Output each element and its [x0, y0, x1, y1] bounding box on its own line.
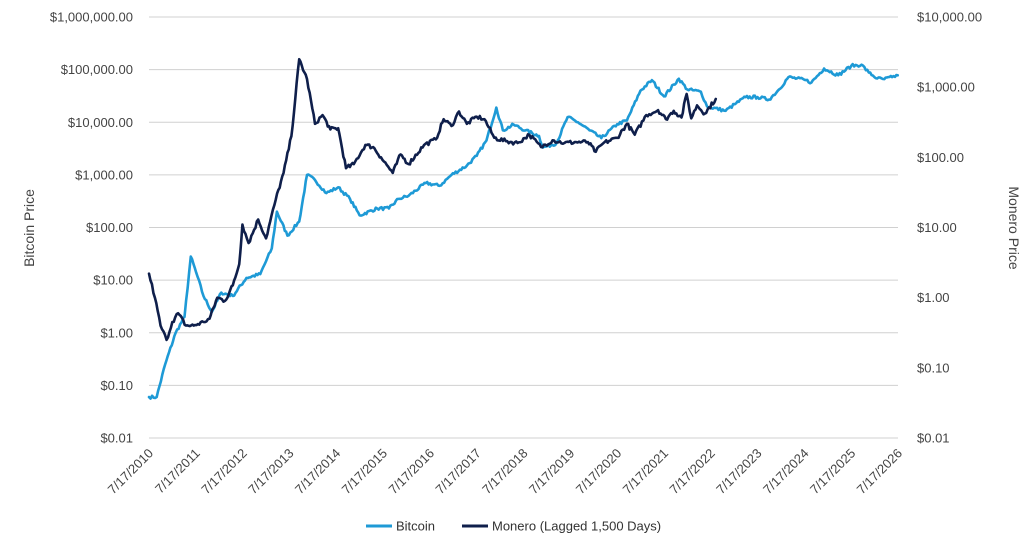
y2-tick-label: $1.00	[917, 290, 950, 305]
y-tick-label: $1.00	[100, 325, 133, 340]
legend-label: Bitcoin	[396, 519, 435, 534]
y-tick-label: $10.00	[93, 273, 133, 288]
bitcoin-series-line	[147, 62, 900, 400]
y-tick-label: $100.00	[86, 220, 133, 235]
x-tick-label: 7/17/2010	[105, 446, 157, 498]
x-tick-label: 7/17/2021	[620, 446, 672, 498]
y2-tick-label: $0.10	[917, 360, 950, 375]
x-tick-label: 7/17/2026	[854, 446, 906, 498]
y-tick-label: $1,000.00	[75, 167, 133, 182]
x-tick-label: 7/17/2014	[292, 446, 344, 498]
x-tick-label: 7/17/2019	[526, 446, 578, 498]
y2-tick-label: $0.01	[917, 431, 950, 446]
y2-tick-label: $10.00	[917, 220, 957, 235]
y-axis-title-right: Monero Price	[1006, 186, 1022, 269]
right-axis: $0.01 $0.10 $1.00 $10.00 $100.00 $1,000.00 $10…	[917, 10, 982, 446]
x-tick-label: 7/17/2017	[432, 446, 484, 498]
x-tick-label: 7/17/2015	[339, 446, 391, 498]
x-tick-label: 7/17/2011	[152, 446, 203, 497]
x-tick-label: 7/17/2012	[198, 446, 250, 498]
x-axis: 7/17/20107/17/20117/17/20127/17/20137/17…	[105, 446, 906, 498]
legend: Bitcoin Monero (Lagged 1,500 Days)	[366, 519, 661, 534]
y-tick-label: $100,000.00	[61, 62, 133, 77]
x-tick-label: 7/17/2013	[245, 446, 297, 498]
y2-tick-label: $100.00	[917, 150, 964, 165]
legend-item-bitcoin: Bitcoin	[366, 519, 435, 534]
legend-label: Monero (Lagged 1,500 Days)	[492, 519, 661, 534]
x-tick-label: 7/17/2020	[573, 446, 625, 498]
monero-series-line	[147, 57, 718, 342]
y-tick-label: $0.10	[100, 378, 133, 393]
x-tick-label: 7/17/2022	[666, 446, 718, 498]
x-tick-label: 7/17/2016	[386, 446, 438, 498]
y2-tick-label: $1,000.00	[917, 80, 975, 95]
x-tick-label: 7/17/2024	[760, 446, 812, 498]
left-axis: $0.01 $0.10 $1.00 $10.00 $100.00 $1,000.00 $10…	[50, 10, 133, 446]
y2-tick-label: $10,000.00	[917, 10, 982, 25]
series-layer	[147, 57, 900, 400]
x-tick-label: 7/17/2025	[807, 446, 859, 498]
y-tick-label: $0.01	[100, 431, 133, 446]
y-tick-label: $1,000,000.00	[50, 10, 133, 25]
y-tick-label: $10,000.00	[68, 115, 133, 130]
y-axis-title-left: Bitcoin Price	[21, 189, 37, 267]
legend-item-monero: Monero (Lagged 1,500 Days)	[462, 519, 661, 534]
x-tick-label: 7/17/2018	[479, 446, 531, 498]
x-tick-label: 7/17/2023	[713, 446, 765, 498]
